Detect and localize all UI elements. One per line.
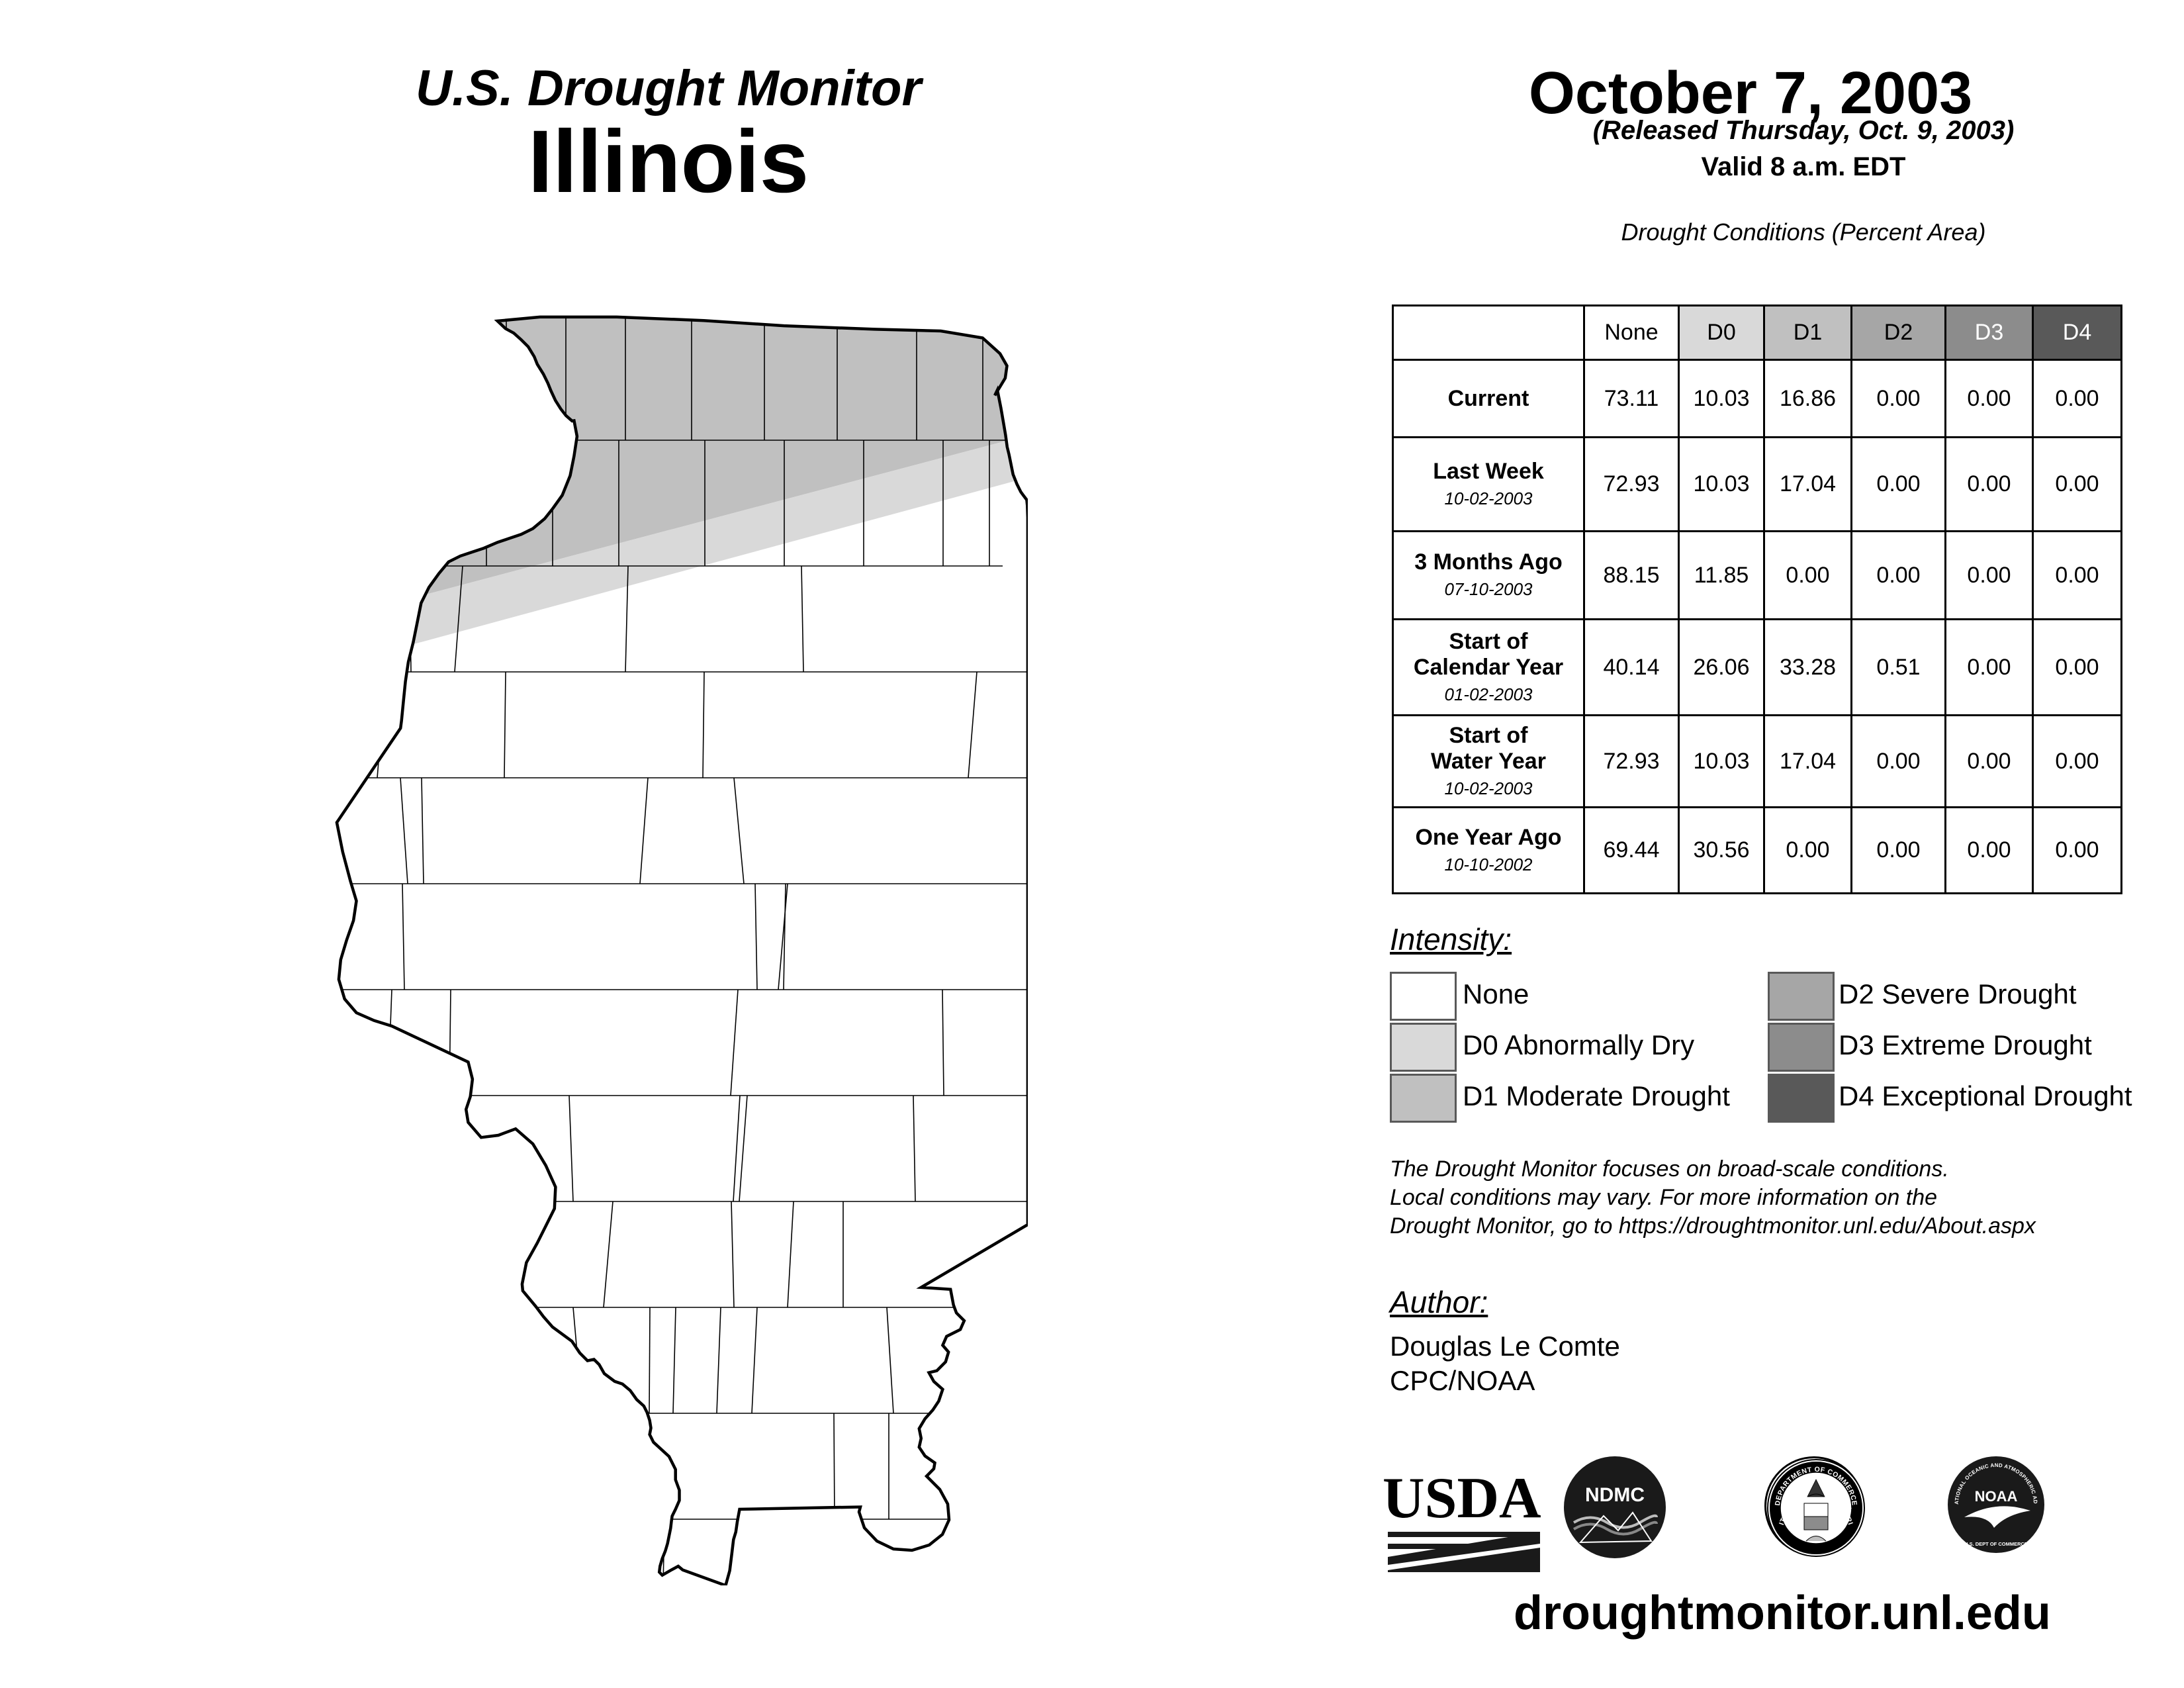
svg-text:★: ★: [1846, 1505, 1852, 1513]
svg-text:USDA: USDA: [1383, 1466, 1541, 1530]
svg-text:NDMC: NDMC: [1585, 1484, 1645, 1506]
svg-text:NOAA: NOAA: [1975, 1488, 2018, 1505]
svg-text:U.S. DEPT OF COMMERCE: U.S. DEPT OF COMMERCE: [1964, 1541, 2028, 1547]
svg-text:★: ★: [1781, 1505, 1788, 1513]
